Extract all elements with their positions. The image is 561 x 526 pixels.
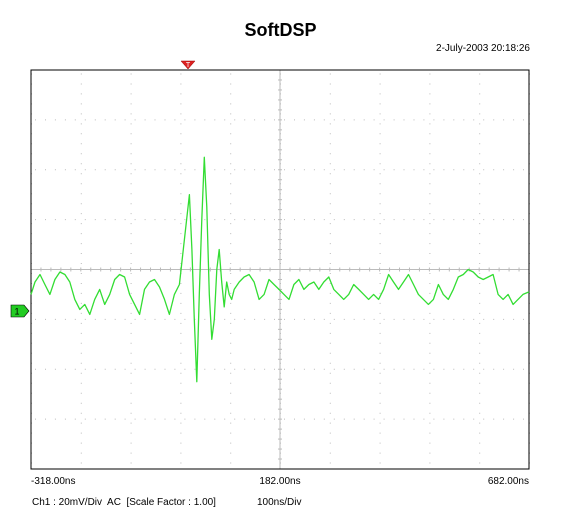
ch1-trace: [30, 156, 530, 383]
channel-marker-shape: [10, 304, 30, 318]
trigger-marker-shape: [180, 60, 196, 70]
channel-marker[interactable]: 1: [10, 304, 30, 318]
channel-marker-label: 1: [14, 307, 19, 317]
trigger-marker-label: T: [186, 62, 191, 69]
x-tick-label: 182.00ns: [259, 476, 300, 487]
x-tick-label: 682.00ns: [488, 476, 529, 487]
x-tick-label: -318.00ns: [31, 476, 75, 487]
x-tick-labels: -318.00ns 182.00ns 682.00ns: [31, 476, 529, 487]
trigger-marker[interactable]: T: [180, 60, 196, 70]
channel-info: Ch1 : 20mV/Div AC [Scale Factor : 1.00]: [32, 497, 216, 508]
timestamp: 2-July-2003 20:18:26: [436, 43, 530, 54]
plot-frame: [30, 69, 530, 470]
timebase-info: 100ns/Div: [257, 497, 302, 508]
grid: [30, 69, 530, 470]
chart-title: SoftDSP: [244, 20, 317, 40]
trace-layer: [30, 156, 530, 383]
